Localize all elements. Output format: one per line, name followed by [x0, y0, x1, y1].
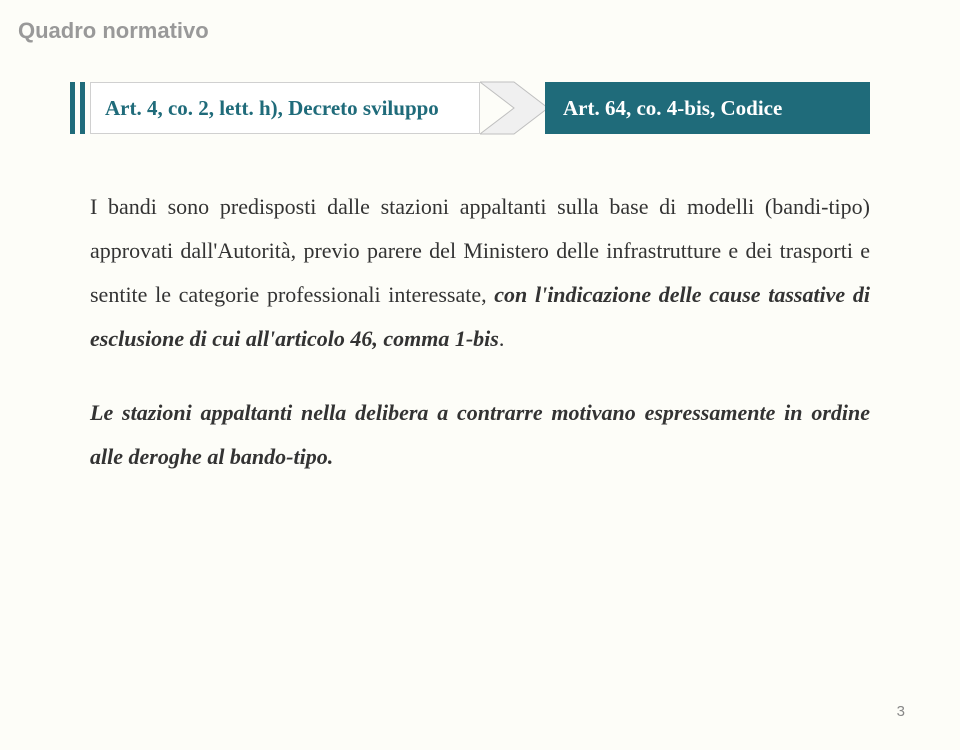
reference-left-text: Art. 4, co. 2, lett. h), Decreto svilupp…	[105, 96, 439, 121]
body-content: I bandi sono predisposti dalle stazioni …	[90, 185, 870, 509]
accent-bar-outer	[70, 82, 75, 134]
reference-right-text: Art. 64, co. 4-bis, Codice	[563, 96, 782, 121]
accent-bar-inner	[80, 82, 85, 134]
paragraph-1: I bandi sono predisposti dalle stazioni …	[90, 185, 870, 361]
reference-left-box: Art. 4, co. 2, lett. h), Decreto svilupp…	[90, 82, 480, 134]
reference-banner: Art. 4, co. 2, lett. h), Decreto svilupp…	[70, 82, 870, 134]
reference-right-box: Art. 64, co. 4-bis, Codice	[545, 82, 870, 134]
p1-tail: .	[499, 326, 505, 351]
arrow-icon	[480, 80, 550, 136]
page-number: 3	[897, 703, 905, 720]
section-header: Quadro normativo	[18, 18, 209, 44]
paragraph-2: Le stazioni appaltanti nella delibera a …	[90, 391, 870, 479]
